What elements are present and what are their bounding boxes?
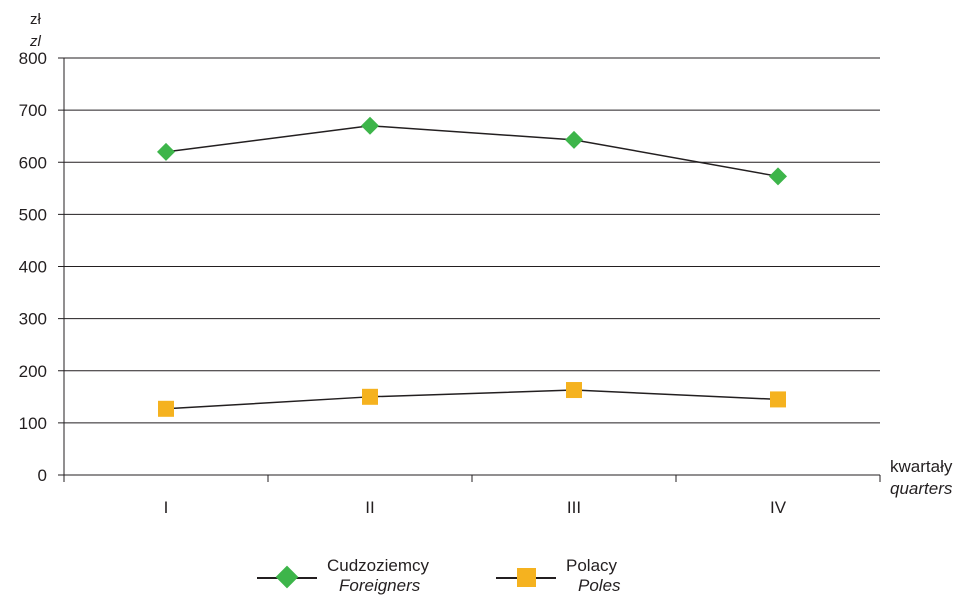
- y-unit-label: zł: [30, 11, 42, 28]
- y-tick-label: 100: [19, 414, 47, 433]
- x-tick-label: III: [567, 498, 581, 517]
- y-tick-label: 0: [38, 466, 47, 485]
- data-point-diamond: [769, 167, 787, 186]
- series-line: [165, 125, 779, 178]
- y-tick-label: 300: [19, 310, 47, 329]
- data-point-square: [362, 388, 378, 405]
- series-line: [165, 389, 779, 410]
- data-point-square: [158, 400, 174, 417]
- y-tick-label: 200: [19, 362, 47, 381]
- data-point-square: [770, 391, 786, 408]
- x-tick-label: IV: [770, 498, 787, 517]
- y-tick-label: 700: [19, 101, 47, 120]
- x-axis-label-en: quarters: [890, 479, 953, 498]
- y-unit-label-en: zl: [29, 33, 42, 50]
- data-point-diamond: [565, 130, 583, 149]
- y-tick-label: 800: [19, 49, 47, 68]
- series-group: [157, 116, 787, 417]
- y-tick-label: 500: [19, 205, 47, 224]
- data-point-diamond: [157, 142, 175, 161]
- y-tick-label: 400: [19, 258, 47, 277]
- x-axis-label: kwartały: [890, 457, 953, 476]
- x-tick-labels: I II III IV: [164, 498, 787, 517]
- data-point-square: [566, 382, 582, 399]
- x-tick-label: II: [365, 498, 374, 517]
- y-tick-label: 600: [19, 153, 47, 172]
- gridlines: [64, 57, 880, 424]
- x-tick-label: I: [164, 498, 169, 517]
- axes: [58, 57, 881, 482]
- y-tick-labels: 0 100 200 300 400 500 600 700 800: [19, 49, 47, 485]
- data-point-diamond: [361, 116, 379, 135]
